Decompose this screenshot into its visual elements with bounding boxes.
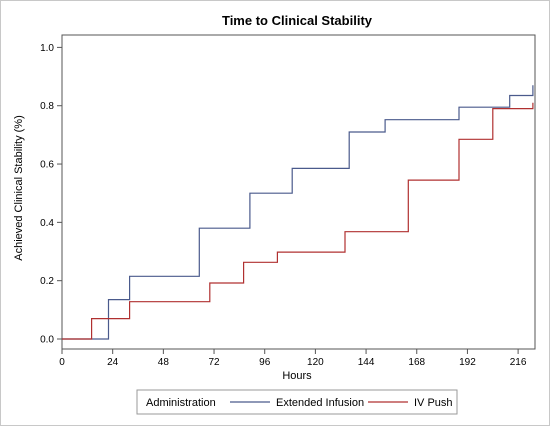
legend: Administration Extended Infusion IV Push xyxy=(136,389,458,415)
x-tick-label: 72 xyxy=(208,357,220,368)
y-tick-label: 0.8 xyxy=(40,101,54,112)
y-tick-label: 0.2 xyxy=(40,276,54,287)
x-tick-label: 216 xyxy=(510,357,527,368)
series-layer xyxy=(62,85,534,340)
x-tick-label: 48 xyxy=(158,357,170,368)
x-axis: 0 24 48 72 96 120 144 168 192 216 xyxy=(59,349,527,368)
x-tick-label: 192 xyxy=(459,357,476,368)
x-tick-label: 168 xyxy=(408,357,425,368)
x-tick-label: 144 xyxy=(358,357,375,368)
y-tick-label: 0.0 xyxy=(40,335,54,346)
x-tick-label: 24 xyxy=(107,357,119,368)
y-axis: 0.0 0.2 0.4 0.6 0.8 1.0 xyxy=(40,43,62,346)
series-line-extended-infusion xyxy=(62,85,534,340)
series-line-iv-push xyxy=(62,102,534,340)
plot-area xyxy=(61,34,536,350)
y-tick-label: 0.6 xyxy=(40,160,54,171)
y-tick-label: 1.0 xyxy=(40,43,54,54)
x-tick-label: 0 xyxy=(59,357,65,368)
legend-label-iv-push: IV Push xyxy=(414,397,453,409)
x-tick-label: 96 xyxy=(259,357,271,368)
chart-title: Time to Clinical Stability xyxy=(222,13,373,28)
y-axis-label: Achieved Clinical Stability (%) xyxy=(13,115,25,261)
legend-title: Administration xyxy=(146,397,216,409)
x-axis-label: Hours xyxy=(282,370,312,382)
y-tick-label: 0.4 xyxy=(40,218,54,229)
x-tick-label: 120 xyxy=(307,357,324,368)
legend-label-extended-infusion: Extended Infusion xyxy=(276,397,364,409)
